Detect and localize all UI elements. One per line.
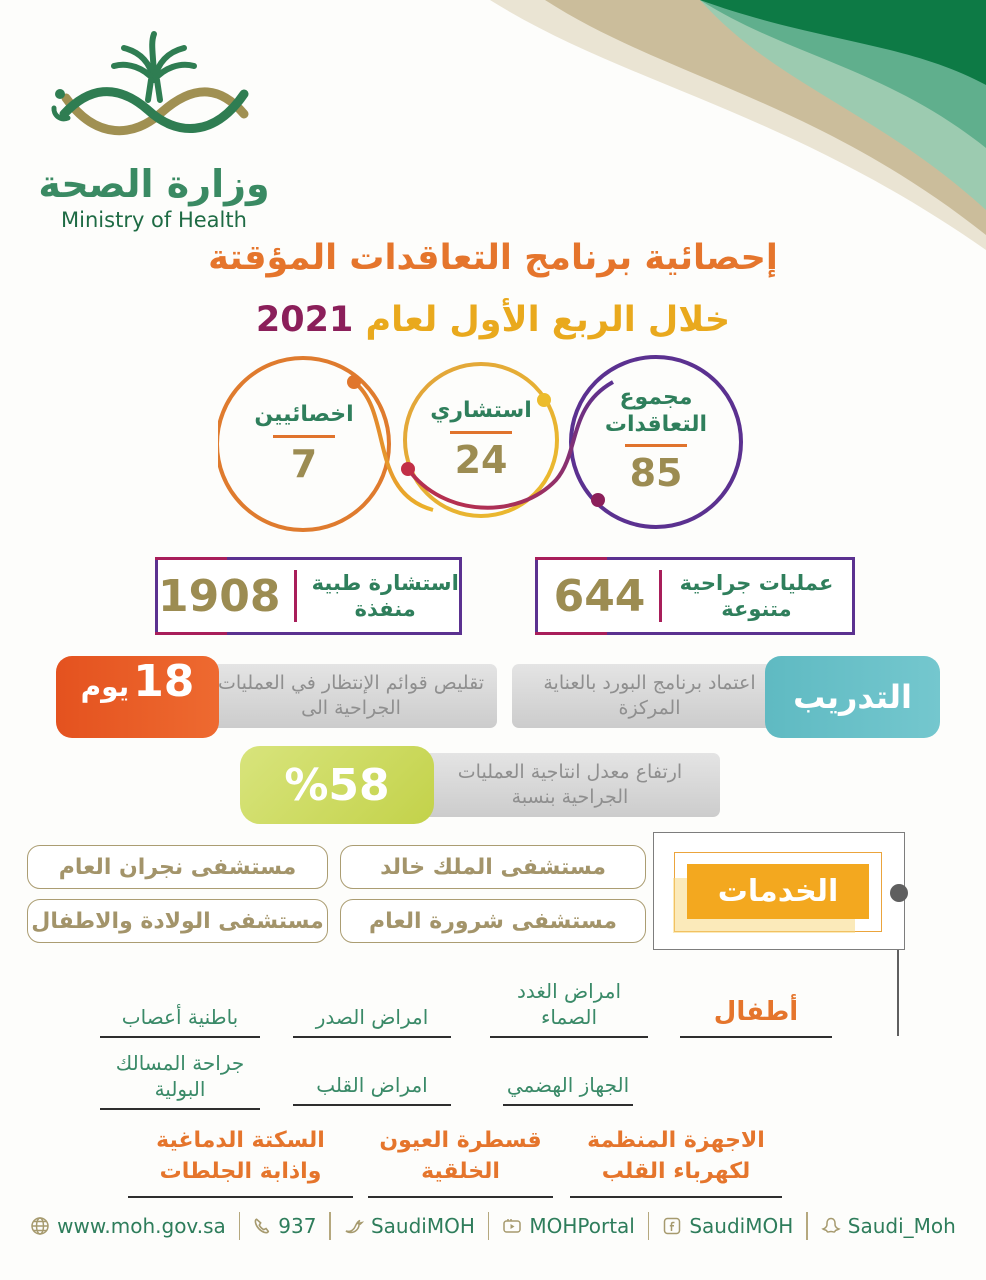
circle-underline	[625, 443, 687, 447]
title-line2-text: خلال الربع الأول لعام	[365, 300, 731, 340]
circle-specialists: اخصائيين 7	[236, 388, 372, 500]
stat-divider	[294, 570, 298, 622]
stat-consultations-label: استشارة طبية منفذة	[311, 570, 459, 621]
circle-consultants: استشاري 24	[413, 384, 549, 496]
footer-twitter: SaudiMOH	[344, 1214, 475, 1238]
footer-contact-bar: www.moh.gov.sa 937 SaudiMOH MOHPortal	[0, 1212, 986, 1240]
specialty-endocrinology: امراض الغدد الصماء	[490, 966, 648, 1038]
stat-divider	[659, 570, 663, 622]
services-title-badge: الخدمات	[687, 864, 869, 919]
footer-separator	[238, 1212, 241, 1240]
footer-phone-label: 937	[278, 1214, 317, 1238]
stat-box-consultations: استشارة طبية منفذة 1908	[155, 557, 462, 635]
stat-surgeries-value: 644	[553, 570, 646, 622]
page-title-line1: إحصائية برنامج التعاقدات المؤقتة	[208, 238, 778, 278]
specialty-digestive-system: الجهاز الهضمي	[503, 1040, 633, 1106]
hospital-maternity-children: مستشفى الولادة والاطفال	[27, 899, 328, 943]
phone-icon	[253, 1217, 271, 1235]
footer-separator	[487, 1212, 490, 1240]
facebook-icon	[662, 1216, 682, 1236]
footer-website-label: www.moh.gov.sa	[57, 1214, 226, 1238]
circles-curves-graphic	[215, 355, 743, 532]
stat-box-surgeries: عمليات جراحية متنوعة 644	[535, 557, 855, 635]
moh-emblem-icon	[51, 31, 249, 136]
footer-separator	[647, 1212, 650, 1240]
footer-facebook-label: SaudiMOH	[689, 1214, 794, 1238]
services-connector-dot	[890, 884, 908, 902]
footer-snapchat: Saudi_Moh	[821, 1214, 956, 1238]
circle-consultants-label: استشاري	[430, 398, 532, 424]
specialty-cardiac-pacemakers: الاجهزة المنظمة لكهرباء القلب	[570, 1126, 782, 1198]
stat-surgeries-label: عمليات جراحية متنوعة	[679, 570, 834, 621]
specialty-cardiology: امراض القلب	[293, 1064, 451, 1106]
page-title-line2: خلال الربع الأول لعام 2021	[60, 300, 926, 340]
hospital-sharurah-general: مستشفى شرورة العام	[340, 899, 646, 943]
training-item-board: اعتماد برنامج البورد بالعناية المركزة	[512, 664, 787, 728]
footer-separator	[329, 1212, 331, 1240]
footer-youtube-label: MOHPortal	[529, 1214, 635, 1238]
waitlist-days-badge: 18 يوم	[56, 656, 219, 738]
training-item-waitlist: تقليص قوائم الإنتظار في العمليات الجراحي…	[205, 664, 497, 728]
circle-underline	[450, 430, 512, 434]
specialty-pediatrics: أطفال	[680, 988, 832, 1038]
specialty-urology-surgery: جراحة المسالك البولية	[100, 1038, 260, 1110]
footer-facebook: SaudiMOH	[662, 1214, 793, 1238]
logo-english-name: Ministry of Health	[61, 208, 247, 232]
circle-consultants-value: 24	[454, 437, 508, 482]
specialty-chest-diseases: امراض الصدر	[293, 996, 451, 1038]
footer-phone: 937	[253, 1214, 316, 1238]
title-year: 2021	[255, 300, 354, 340]
services-connector-line	[897, 950, 899, 1036]
productivity-percent-badge: %58	[240, 746, 434, 824]
moh-logo: وزارة الصحة Ministry of Health	[38, 28, 270, 232]
twitter-icon	[344, 1216, 364, 1236]
footer-separator	[806, 1212, 808, 1240]
circle-total-contracts-value: 85	[629, 450, 683, 495]
services-inner-frame	[674, 852, 882, 932]
days-unit: يوم	[80, 670, 130, 703]
circle-total-contracts: مجموع التعاقدات 85	[583, 380, 729, 500]
hospital-najran-general: مستشفى نجران العام	[27, 845, 328, 889]
youtube-icon	[502, 1216, 522, 1236]
stat-consultations-value: 1908	[158, 570, 281, 622]
globe-icon	[30, 1216, 50, 1236]
logo-arabic-name: وزارة الصحة	[38, 162, 270, 206]
footer-youtube: MOHPortal	[502, 1214, 635, 1238]
circle-specialists-value: 7	[290, 441, 318, 486]
productivity-text: ارتفاع معدل انتاجية العمليات الجراحية بن…	[420, 753, 720, 817]
specialty-internal-neurology: باطنية أعصاب	[100, 996, 260, 1038]
specialty-stroke-clot-dissolution: السكتة الدماغية واذابة الجلطات	[128, 1126, 353, 1198]
circle-underline	[273, 434, 335, 438]
specialty-congenital-eye-catheter: قسطرة العيون الخلقية	[368, 1126, 553, 1198]
footer-website: www.moh.gov.sa	[30, 1214, 226, 1238]
footer-snapchat-label: Saudi_Moh	[847, 1214, 956, 1238]
snapchat-icon	[821, 1216, 841, 1236]
circle-specialists-label: اخصائيين	[254, 402, 354, 428]
footer-twitter-label: SaudiMOH	[370, 1214, 475, 1238]
days-value: 18	[133, 656, 195, 707]
hospital-king-khalid: مستشفى الملك خالد	[340, 845, 646, 889]
circle-total-contracts-label: مجموع التعاقدات	[604, 385, 708, 437]
contracts-circles-diagram: مجموع التعاقدات 85 استشاري 24 اخصائيين 7	[215, 352, 766, 542]
corner-swoosh-decoration	[490, 0, 986, 250]
training-title-badge: التدريب	[765, 656, 940, 738]
